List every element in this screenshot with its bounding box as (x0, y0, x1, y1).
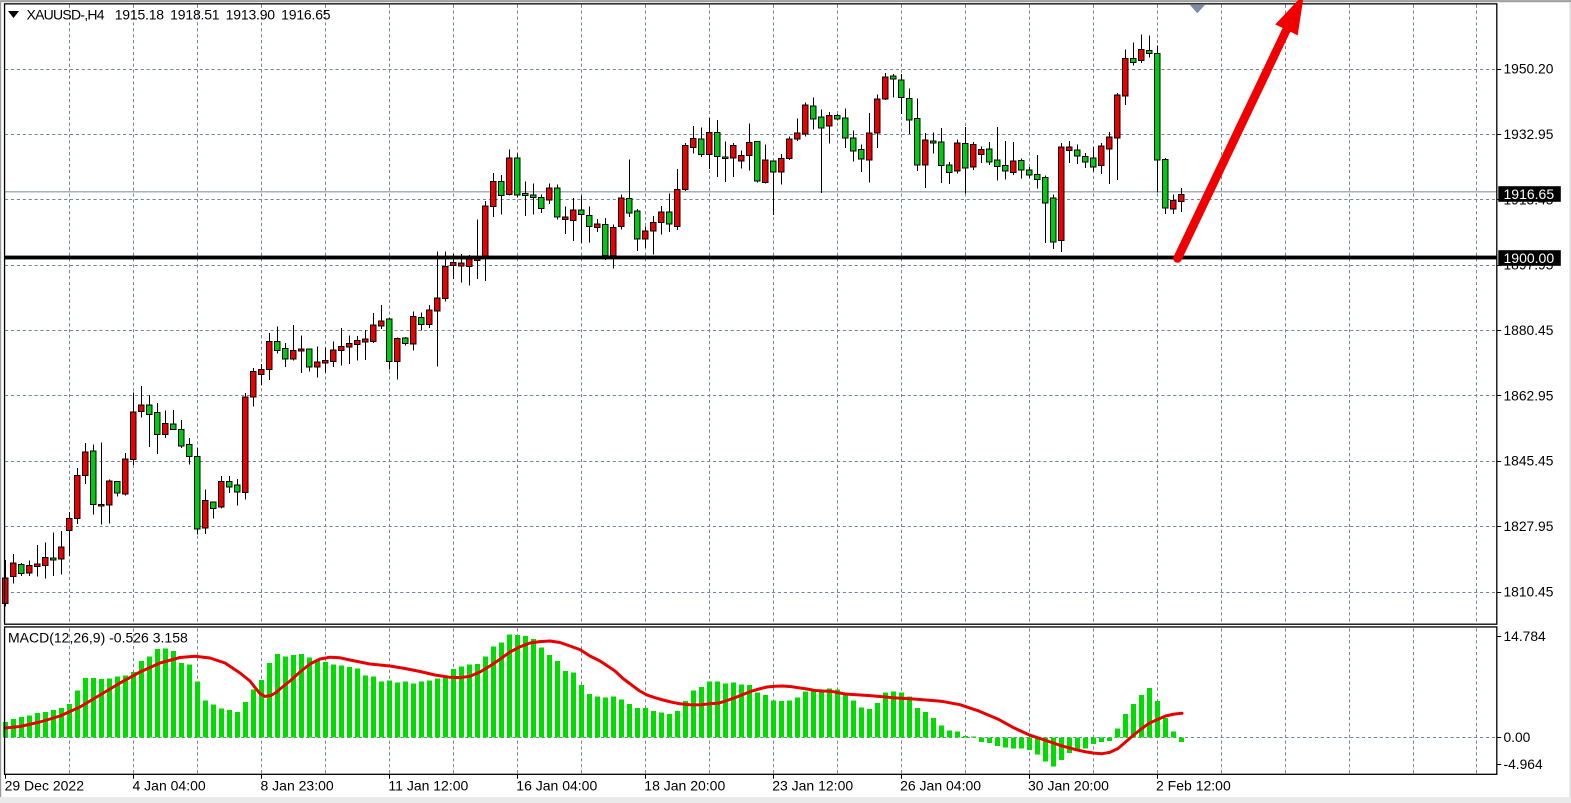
svg-text:14.784: 14.784 (1504, 629, 1547, 644)
svg-text:1810.45: 1810.45 (1504, 584, 1554, 599)
svg-text:26 Jan 04:00: 26 Jan 04:00 (900, 777, 981, 793)
svg-text:1950.20: 1950.20 (1504, 62, 1554, 77)
svg-text:1862.95: 1862.95 (1504, 388, 1554, 403)
svg-text:11 Jan 12:00: 11 Jan 12:00 (388, 777, 468, 793)
svg-text:0.00: 0.00 (1504, 730, 1531, 745)
svg-text:18 Jan 20:00: 18 Jan 20:00 (644, 777, 725, 793)
svg-text:1880.45: 1880.45 (1504, 323, 1554, 338)
svg-text:1827.95: 1827.95 (1504, 519, 1554, 534)
svg-text:29 Dec 2022: 29 Dec 2022 (5, 777, 85, 793)
svg-text:1932.95: 1932.95 (1504, 127, 1554, 142)
svg-text:-4.964: -4.964 (1504, 757, 1543, 772)
svg-text:XAUUSD-,H4: XAUUSD-,H4 (27, 6, 105, 22)
svg-text:16 Jan 04:00: 16 Jan 04:00 (516, 777, 597, 793)
svg-text:1900.00: 1900.00 (1504, 250, 1555, 266)
svg-text:MACD(12,26,9) -0.526 3.158: MACD(12,26,9) -0.526 3.158 (8, 630, 188, 646)
svg-text:1915.18 1918.51 1913.90 1916.6: 1915.18 1918.51 1913.90 1916.65 (115, 6, 331, 22)
svg-text:30 Jan 20:00: 30 Jan 20:00 (1028, 777, 1109, 793)
svg-text:4 Jan 04:00: 4 Jan 04:00 (133, 777, 206, 793)
svg-text:1845.45: 1845.45 (1504, 454, 1554, 469)
svg-text:2 Feb 12:00: 2 Feb 12:00 (1156, 777, 1231, 793)
svg-text:8 Jan 23:00: 8 Jan 23:00 (261, 777, 334, 793)
svg-text:1916.65: 1916.65 (1504, 186, 1555, 202)
svg-text:23 Jan 12:00: 23 Jan 12:00 (772, 777, 853, 793)
